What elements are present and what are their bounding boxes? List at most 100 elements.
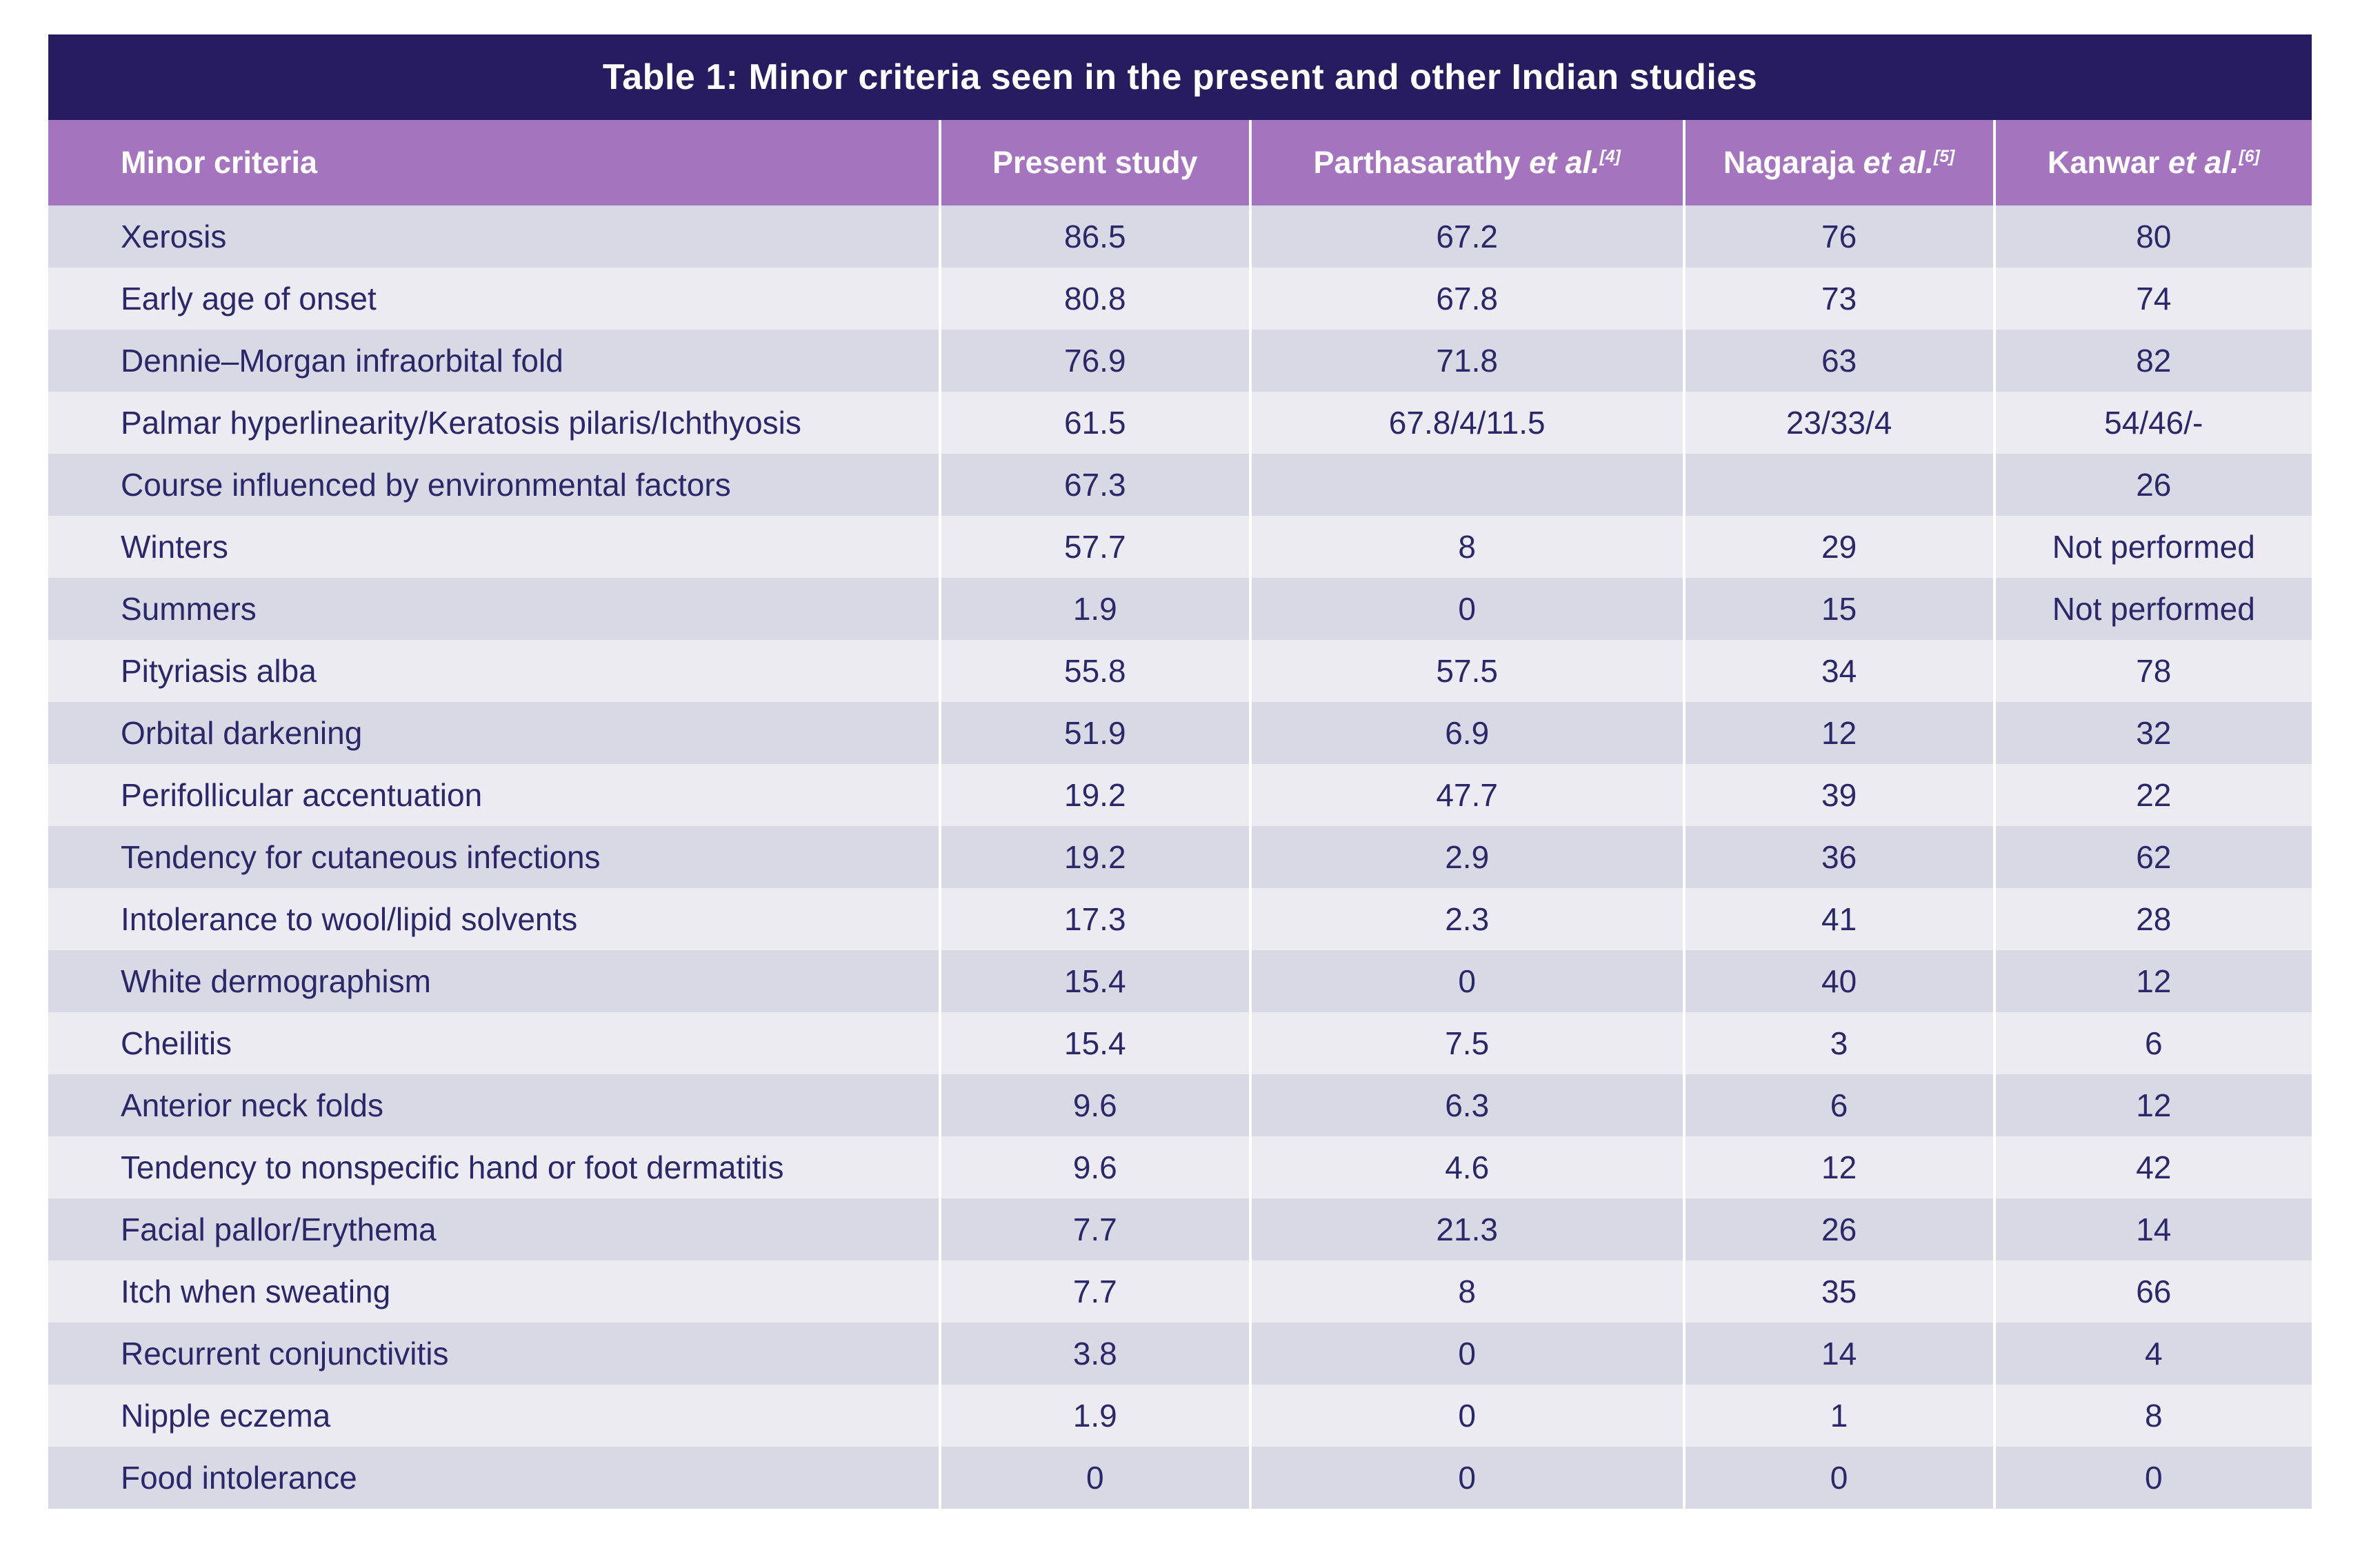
parthasarathy-cell: 0: [1248, 950, 1683, 1012]
nagaraja-cell: 76: [1682, 205, 1993, 268]
criteria-cell: Orbital darkening: [121, 715, 363, 751]
col-header-kanwar: Kanwar et al.[6]: [1992, 120, 2312, 205]
parthasarathy-cell: 6.3: [1248, 1074, 1683, 1136]
present-study-cell: 57.7: [938, 516, 1249, 578]
criteria-cell: Palmar hyperlinearity/Keratosis pilaris/…: [121, 405, 801, 441]
nagaraja-cell: 3: [1682, 1012, 1993, 1074]
parthasarathy-cell: 6.9: [1248, 702, 1683, 764]
present-study-cell: 7.7: [938, 1260, 1249, 1323]
table-row: Perifollicular accentuation 19.2 47.7 39…: [48, 764, 2312, 826]
parthasarathy-cell: 8: [1248, 516, 1683, 578]
present-study-cell: 17.3: [938, 888, 1249, 950]
nagaraja-cell: 1: [1682, 1385, 1993, 1447]
criteria-cell: Recurrent conjunctivitis: [121, 1336, 449, 1371]
present-study-cell: 15.4: [938, 950, 1249, 1012]
present-study-cell: 9.6: [938, 1074, 1249, 1136]
table-row: Winters 57.7 8 29 Not performed: [48, 516, 2312, 578]
header-reference-superscript: [4]: [1599, 148, 1621, 166]
header-reference-superscript: [5]: [1934, 148, 1955, 166]
nagaraja-cell: 12: [1682, 1136, 1993, 1198]
table-row: Recurrent conjunctivitis 3.8 0 14 4: [48, 1323, 2312, 1385]
parthasarathy-cell: 57.5: [1248, 640, 1683, 702]
nagaraja-cell: [1682, 454, 1993, 516]
kanwar-cell: Not performed: [1992, 578, 2312, 640]
nagaraja-cell: 41: [1682, 888, 1993, 950]
present-study-cell: 19.2: [938, 826, 1249, 888]
header-label: Present study: [992, 145, 1198, 180]
table-row: Orbital darkening 51.9 6.9 12 32: [48, 702, 2312, 764]
parthasarathy-cell: 4.6: [1248, 1136, 1683, 1198]
kanwar-cell: 66: [1992, 1260, 2312, 1323]
parthasarathy-cell: 0: [1248, 1385, 1683, 1447]
parthasarathy-cell: 71.8: [1248, 330, 1683, 392]
kanwar-cell: 8: [1992, 1385, 2312, 1447]
present-study-cell: 15.4: [938, 1012, 1249, 1074]
nagaraja-cell: 35: [1682, 1260, 1993, 1323]
criteria-cell: Summers: [121, 591, 257, 627]
nagaraja-cell: 6: [1682, 1074, 1993, 1136]
kanwar-cell: 80: [1992, 205, 2312, 268]
table-row: Cheilitis 15.4 7.5 3 6: [48, 1012, 2312, 1074]
table-row: Tendency to nonspecific hand or foot der…: [48, 1136, 2312, 1198]
kanwar-cell: 74: [1992, 268, 2312, 330]
nagaraja-cell: 34: [1682, 640, 1993, 702]
parthasarathy-cell: 2.9: [1248, 826, 1683, 888]
present-study-cell: 61.5: [938, 392, 1249, 454]
nagaraja-cell: 29: [1682, 516, 1993, 578]
present-study-cell: 19.2: [938, 764, 1249, 826]
criteria-cell: Tendency for cutaneous infections: [121, 839, 601, 875]
nagaraja-cell: 14: [1682, 1323, 1993, 1385]
present-study-cell: 3.8: [938, 1323, 1249, 1385]
kanwar-cell: 14: [1992, 1198, 2312, 1260]
table-row: Xerosis 86.5 67.2 76 80: [48, 205, 2312, 268]
present-study-cell: 9.6: [938, 1136, 1249, 1198]
table-row: Food intolerance 0 0 0 0: [48, 1447, 2312, 1509]
parthasarathy-cell: 47.7: [1248, 764, 1683, 826]
parthasarathy-cell: 67.8/4/11.5: [1248, 392, 1683, 454]
criteria-cell: Intolerance to wool/lipid solvents: [121, 901, 578, 937]
parthasarathy-cell: 2.3: [1248, 888, 1683, 950]
kanwar-cell: 6: [1992, 1012, 2312, 1074]
kanwar-cell: 26: [1992, 454, 2312, 516]
criteria-cell: Course influenced by environmental facto…: [121, 467, 731, 503]
nagaraja-cell: 12: [1682, 702, 1993, 764]
table-row: White dermographism 15.4 0 40 12: [48, 950, 2312, 1012]
col-header-nagaraja: Nagaraja et al.[5]: [1682, 120, 1993, 205]
table-row: Nipple eczema 1.9 0 1 8: [48, 1385, 2312, 1447]
table-row: Facial pallor/Erythema 7.7 21.3 26 14: [48, 1198, 2312, 1260]
nagaraja-cell: 36: [1682, 826, 1993, 888]
header-etal: et al.: [2168, 145, 2239, 180]
kanwar-cell: 54/46/-: [1992, 392, 2312, 454]
header-etal: et al.: [1863, 145, 1934, 180]
parthasarathy-cell: 0: [1248, 578, 1683, 640]
col-header-minor-criteria: Minor criteria: [48, 120, 939, 205]
criteria-cell: Tendency to nonspecific hand or foot der…: [121, 1149, 784, 1185]
kanwar-cell: Not performed: [1992, 516, 2312, 578]
criteria-cell: Anterior neck folds: [121, 1087, 383, 1123]
table-row: Palmar hyperlinearity/Keratosis pilaris/…: [48, 392, 2312, 454]
col-header-parthasarathy: Parthasarathy et al.[4]: [1248, 120, 1683, 205]
present-study-cell: 1.9: [938, 1385, 1249, 1447]
kanwar-cell: 78: [1992, 640, 2312, 702]
present-study-cell: 7.7: [938, 1198, 1249, 1260]
header-reference-superscript: [6]: [2239, 148, 2260, 166]
table-row: Summers 1.9 0 15 Not performed: [48, 578, 2312, 640]
kanwar-cell: 62: [1992, 826, 2312, 888]
nagaraja-cell: 39: [1682, 764, 1993, 826]
kanwar-cell: 22: [1992, 764, 2312, 826]
criteria-cell: Pityriasis alba: [121, 653, 317, 689]
header-label: Kanwar: [2047, 145, 2168, 180]
table1-container: Table 1: Minor criteria seen in the pres…: [48, 34, 2312, 1509]
table-row: Dennie–Morgan infraorbital fold 76.9 71.…: [48, 330, 2312, 392]
parthasarathy-cell: 67.8: [1248, 268, 1683, 330]
col-header-present-study: Present study: [938, 120, 1249, 205]
present-study-cell: 1.9: [938, 578, 1249, 640]
criteria-cell: Nipple eczema: [121, 1398, 331, 1434]
kanwar-cell: 28: [1992, 888, 2312, 950]
criteria-cell: Early age of onset: [121, 281, 377, 316]
nagaraja-cell: 0: [1682, 1447, 1993, 1509]
table-row: Tendency for cutaneous infections 19.2 2…: [48, 826, 2312, 888]
criteria-cell: Itch when sweating: [121, 1274, 391, 1309]
criteria-cell: Food intolerance: [121, 1460, 357, 1496]
nagaraja-cell: 63: [1682, 330, 1993, 392]
